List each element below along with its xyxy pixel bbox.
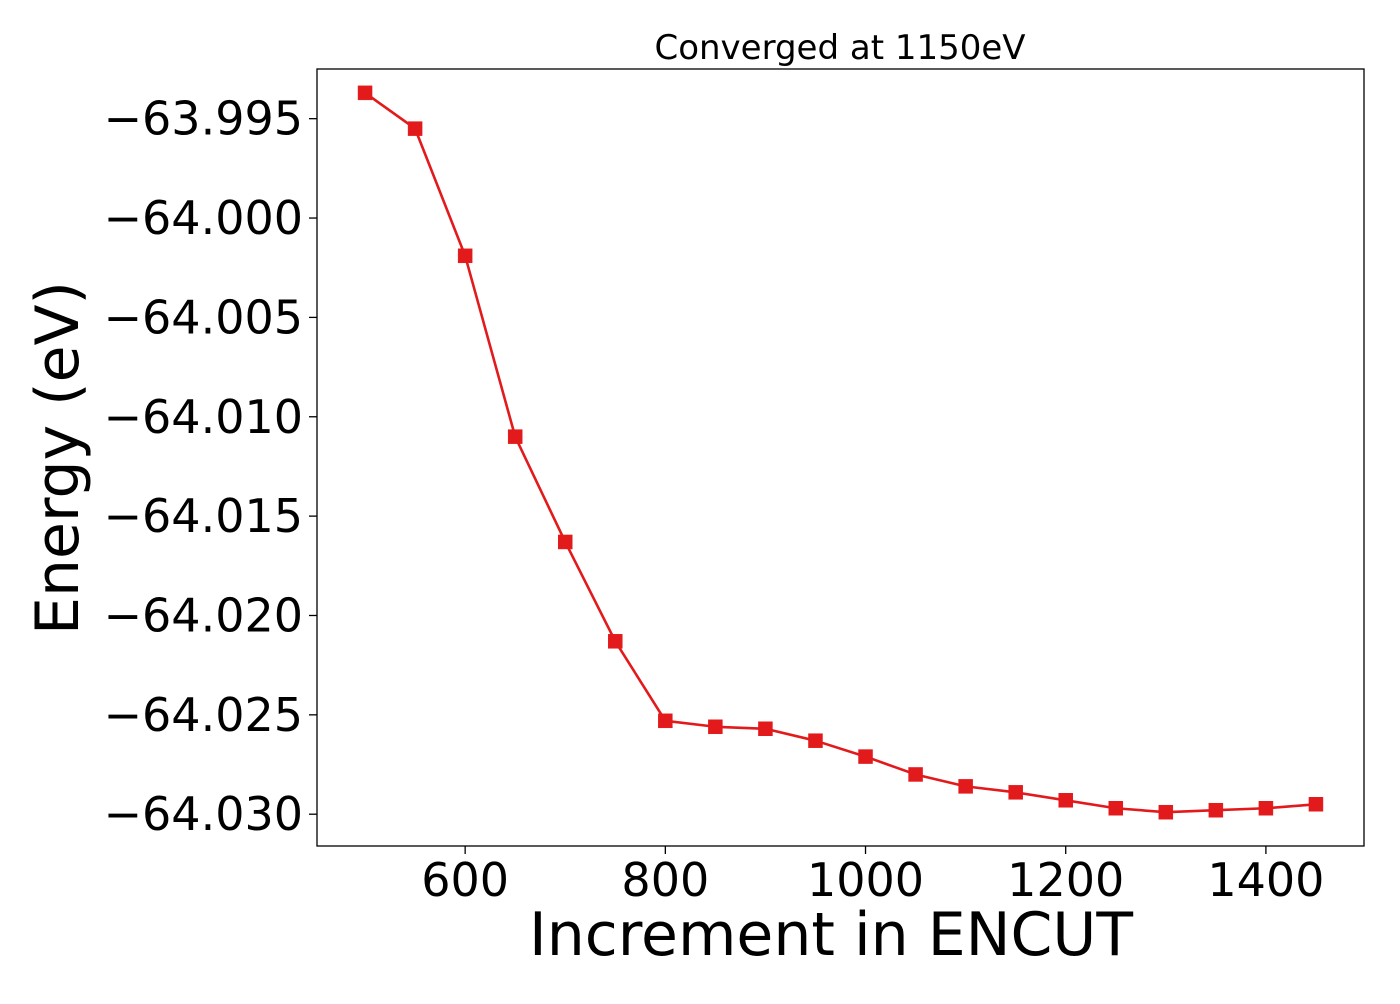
data-point-marker	[758, 721, 773, 737]
data-point-marker	[908, 767, 923, 782]
series-line	[364, 91, 1317, 814]
data-point-marker	[1258, 800, 1274, 816]
data-point-marker	[708, 719, 723, 735]
data-point-marker	[1058, 793, 1073, 808]
y-tick-label: −64.000	[104, 191, 304, 245]
data-point-marker	[1108, 800, 1124, 816]
y-tick-label: −64.025	[104, 688, 304, 742]
data-point-marker	[357, 85, 373, 101]
y-tick-label: −63.995	[104, 92, 304, 146]
data-point-marker	[1308, 797, 1324, 812]
y-axis-title: Energy (eV)	[23, 281, 93, 635]
data-point-marker	[608, 634, 623, 649]
data-point-marker	[1008, 785, 1023, 800]
x-tick-label: 600	[421, 853, 509, 907]
y-tick-label: −64.020	[104, 588, 304, 642]
x-axis-title: Increment in ENCUT	[529, 900, 1133, 970]
data-point-marker	[557, 534, 573, 550]
data-point-marker	[1208, 802, 1224, 818]
y-tick-label: −64.015	[104, 489, 304, 543]
plot-area: 600 800 1000 1200 1400 −63.995 −64.000 −64.005 −…	[104, 68, 1365, 907]
data-point-marker	[958, 779, 973, 794]
x-tick-label: 1000	[807, 853, 924, 907]
y-tick-label: −64.005	[104, 290, 304, 344]
data-point-marker	[457, 248, 473, 264]
y-tick-label: −64.030	[104, 787, 304, 841]
data-point-marker	[1158, 804, 1174, 820]
y-tick-label: −64.010	[104, 390, 304, 444]
data-point-marker	[808, 733, 823, 748]
chart-title: Converged at 1150eV	[654, 28, 1025, 68]
data-point-marker	[407, 121, 423, 136]
data-point-marker	[658, 713, 673, 729]
data-point-marker	[507, 429, 523, 444]
x-tick-label: 1200	[1007, 853, 1124, 907]
data-point-marker	[858, 749, 873, 764]
x-tick-label: 1400	[1207, 853, 1324, 907]
plot-frame	[316, 68, 1365, 847]
x-tick-label: 800	[621, 853, 709, 907]
